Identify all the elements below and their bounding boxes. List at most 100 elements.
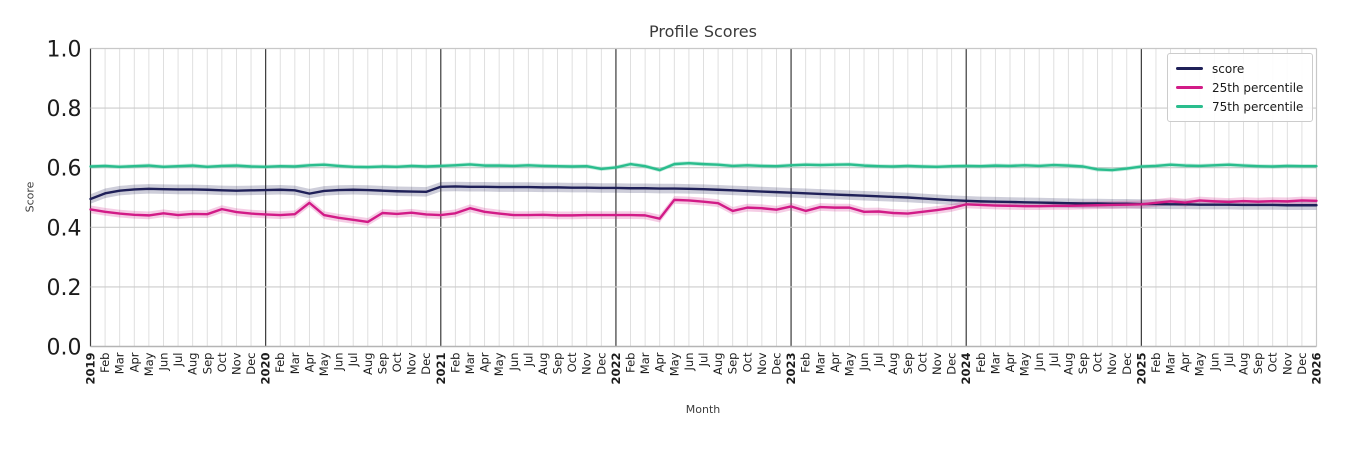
chart-title: Profile Scores [649,22,757,41]
svg-text:0.4: 0.4 [47,216,82,241]
svg-text:Dec: Dec [419,353,433,375]
svg-text:Dec: Dec [594,353,608,375]
svg-text:Apr: Apr [302,352,316,372]
legend-label-score: score [1212,61,1245,76]
chart-legend: score 25th percentile 75th percentile [1167,53,1313,122]
svg-text:Oct: Oct [1091,352,1105,372]
svg-text:Jun: Jun [156,353,170,372]
svg-text:Sep: Sep [1076,353,1090,375]
score-line-swatch [1176,67,1203,70]
svg-text:Jun: Jun [332,353,346,372]
svg-text:Jul: Jul [872,353,886,368]
svg-text:Feb: Feb [1149,353,1163,373]
svg-text:Dec: Dec [1295,353,1309,375]
legend-item-score: score [1176,59,1304,78]
svg-text:2023: 2023 [784,353,798,385]
svg-text:Oct: Oct [740,352,754,372]
svg-text:Aug: Aug [1237,353,1251,375]
svg-text:2021: 2021 [434,353,448,385]
svg-text:Nov: Nov [405,352,419,375]
svg-text:May: May [317,352,331,376]
svg-text:Jul: Jul [1047,353,1061,368]
svg-text:Apr: Apr [828,352,842,372]
svg-text:Sep: Sep [901,353,915,375]
svg-text:Nov: Nov [229,352,243,375]
svg-text:May: May [842,352,856,376]
y-axis-label: Score [23,181,37,213]
svg-text:Mar: Mar [638,352,652,374]
svg-text:Dec: Dec [945,353,959,375]
legend-item-25th-percentile: 25th percentile [1176,78,1304,97]
svg-text:Apr: Apr [478,352,492,372]
svg-text:May: May [492,352,506,376]
svg-text:Oct: Oct [565,352,579,372]
svg-text:Sep: Sep [1251,353,1265,375]
svg-text:Jul: Jul [1222,353,1236,368]
svg-text:Mar: Mar [988,352,1002,374]
legend-label-25th-percentile: 25th percentile [1212,80,1304,95]
svg-text:Mar: Mar [1164,352,1178,374]
svg-text:0.0: 0.0 [47,336,82,361]
svg-text:Feb: Feb [98,353,112,373]
svg-text:Jun: Jun [1207,353,1221,372]
svg-text:Jun: Jun [857,353,871,372]
svg-text:Mar: Mar [813,352,827,374]
svg-text:Jun: Jun [682,353,696,372]
svg-text:Dec: Dec [244,353,258,375]
svg-text:Aug: Aug [1061,353,1075,375]
svg-text:Feb: Feb [974,353,988,373]
legend-item-75th-percentile: 75th percentile [1176,97,1304,116]
svg-text:Jul: Jul [521,353,535,368]
svg-text:Aug: Aug [536,353,550,375]
svg-text:Feb: Feb [624,353,638,373]
svg-text:Nov: Nov [580,352,594,375]
svg-text:2026: 2026 [1310,353,1324,385]
svg-text:Apr: Apr [1003,352,1017,372]
svg-text:Jun: Jun [507,353,521,372]
svg-text:Aug: Aug [886,353,900,375]
svg-text:Feb: Feb [448,353,462,373]
svg-text:Sep: Sep [551,353,565,375]
svg-text:Sep: Sep [375,353,389,375]
svg-text:Sep: Sep [200,353,214,375]
svg-text:Apr: Apr [127,352,141,372]
svg-text:Aug: Aug [361,353,375,375]
svg-text:0.8: 0.8 [47,97,82,122]
svg-text:Aug: Aug [186,353,200,375]
svg-text:May: May [142,352,156,376]
svg-text:Nov: Nov [1105,352,1119,375]
svg-text:Apr: Apr [653,352,667,372]
svg-text:Jul: Jul [171,353,185,368]
legend-label-75th-percentile: 75th percentile [1212,99,1304,114]
svg-text:Sep: Sep [726,353,740,375]
x-axis-label: Month [685,403,721,416]
svg-text:Mar: Mar [113,352,127,374]
svg-text:Mar: Mar [463,352,477,374]
svg-text:Dec: Dec [1120,353,1134,375]
svg-text:2025: 2025 [1134,353,1148,385]
svg-text:Jul: Jul [346,353,360,368]
svg-text:Oct: Oct [390,352,404,372]
svg-text:2022: 2022 [609,353,623,385]
svg-text:Jun: Jun [1032,353,1046,372]
svg-text:Oct: Oct [1266,352,1280,372]
svg-text:2019: 2019 [84,353,98,385]
p25-line-swatch [1176,86,1203,89]
svg-text:May: May [667,352,681,376]
svg-text:0.6: 0.6 [47,157,82,182]
svg-text:Nov: Nov [1280,352,1294,375]
svg-text:1.0: 1.0 [47,38,82,63]
svg-text:Apr: Apr [1178,352,1192,372]
svg-text:Feb: Feb [273,353,287,373]
svg-text:May: May [1018,352,1032,376]
svg-text:0.2: 0.2 [47,276,82,301]
svg-text:2024: 2024 [959,353,973,385]
svg-text:Mar: Mar [288,352,302,374]
svg-text:Nov: Nov [755,352,769,375]
svg-text:Jul: Jul [697,353,711,368]
svg-text:Dec: Dec [769,353,783,375]
svg-text:Oct: Oct [915,352,929,372]
svg-text:May: May [1193,352,1207,376]
